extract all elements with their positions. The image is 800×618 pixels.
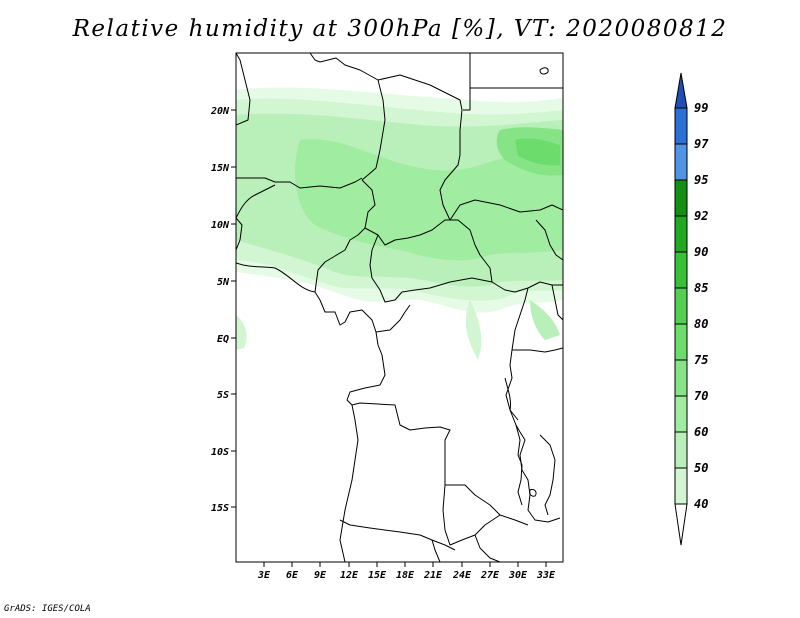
lat-label-eq: EQ — [217, 334, 229, 345]
lon-label-30e: 30E — [508, 570, 528, 581]
colorbar-label-80: 80 — [694, 317, 708, 331]
lat-label-5n: 5N — [217, 277, 230, 288]
lon-label-9e: 9E — [314, 570, 327, 581]
colorbar-swatch-92-95 — [674, 179, 688, 217]
lat-label-15n: 15N — [211, 163, 230, 174]
latitude-axis: 20N 15N 10N 5N EQ 5S 10S 15S — [210, 106, 236, 514]
colorbar-label-40: 40 — [694, 497, 708, 511]
colorbar-swatch-75-80 — [674, 323, 688, 361]
lon-label-18e: 18E — [396, 570, 415, 581]
lon-label-3e: 3E — [257, 570, 271, 581]
colorbar-swatch-85-90 — [674, 251, 688, 289]
lon-label-21e: 21E — [423, 570, 443, 581]
colorbar-label-92: 92 — [694, 209, 708, 223]
lon-label-27e: 27E — [480, 570, 500, 581]
colorbar-swatch-40-50 — [674, 467, 688, 505]
country-borders — [236, 53, 563, 562]
grads-credit: GrADS: IGES/COLA — [4, 604, 91, 614]
colorbar: 99 97 95 92 90 85 80 75 70 60 50 40 — [674, 72, 709, 546]
colorbar-swatch-97-99 — [674, 107, 688, 145]
humidity-shading — [236, 87, 563, 360]
colorbar-swatch-80-85 — [674, 287, 688, 325]
colorbar-label-90: 90 — [694, 245, 708, 259]
rh-50-tongue — [465, 300, 482, 360]
colorbar-label-97: 97 — [694, 137, 709, 151]
colorbar-swatch-60-70 — [674, 395, 688, 433]
colorbar-swatch-50-60 — [674, 431, 688, 469]
colorbar-swatch-95-97 — [674, 143, 688, 181]
map-title: Relative humidity at 300hPa [%], VT: 202… — [72, 16, 728, 42]
lon-label-12e: 12E — [340, 570, 359, 581]
colorbar-label-85: 85 — [694, 281, 708, 295]
colorbar-label-99: 99 — [694, 101, 708, 115]
rh-70-region — [295, 139, 563, 261]
map-frame — [235, 52, 564, 563]
colorbar-swatch-90-92 — [674, 215, 688, 253]
lat-label-15s: 15S — [211, 503, 229, 514]
lon-label-33e: 33E — [536, 570, 556, 581]
lon-label-15e: 15E — [368, 570, 387, 581]
colorbar-top-arrow — [674, 72, 688, 109]
colorbar-label-70: 70 — [694, 389, 708, 403]
lon-label-24e: 24E — [452, 570, 472, 581]
lat-label-10s: 10S — [211, 447, 229, 458]
colorbar-label-95: 95 — [694, 173, 708, 187]
lat-label-10n: 10N — [211, 220, 230, 231]
lat-label-5s: 5S — [217, 390, 229, 401]
colorbar-label-50: 50 — [694, 461, 708, 475]
longitude-axis: 3E 6E 9E 12E 15E 18E 21E 24E 27E 30E 33E — [257, 562, 556, 581]
colorbar-label-75: 75 — [694, 353, 708, 367]
rh-60-east — [530, 300, 560, 340]
rh-50-coast — [236, 315, 247, 350]
lat-label-20n: 20N — [210, 106, 230, 117]
colorbar-bottom-arrow — [674, 503, 688, 546]
colorbar-label-60: 60 — [694, 425, 708, 439]
colorbar-swatch-70-75 — [674, 359, 688, 397]
lon-label-6e: 6E — [286, 570, 299, 581]
rh-80-region — [515, 138, 560, 166]
